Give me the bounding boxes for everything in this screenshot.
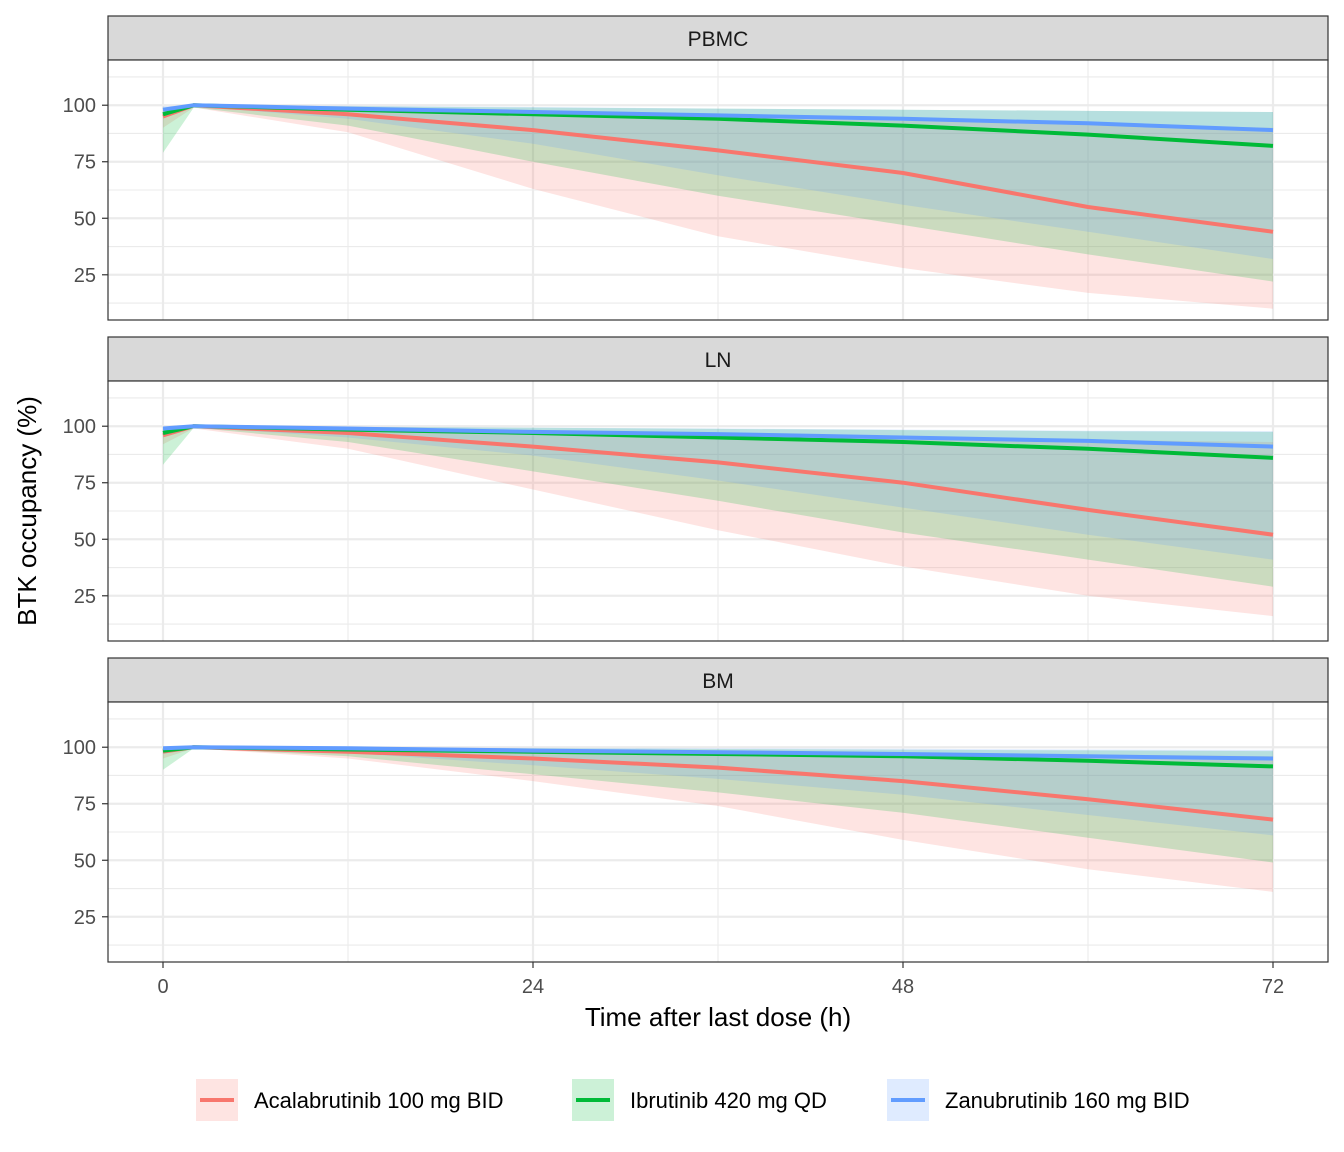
facet-strip-label: LN [705,349,732,372]
y-tick-label: 50 [74,208,96,230]
line-zanubrutinib [162,424,1274,449]
y-tick-label: 75 [74,794,96,816]
legend-item: Ibrutinib 420 mg QD [572,1079,827,1121]
y-tick-label: 100 [63,416,96,438]
x-tick-label: 24 [522,976,544,998]
ribbon-acalabrutinib [163,426,1273,617]
y-tick-label: 25 [74,907,96,929]
panel-ln: LN 25 50 75 100 [63,336,1329,642]
line-zanubrutinib [162,103,1274,133]
ribbon-zanubrutinib [163,747,1273,836]
y-tick-label: 25 [74,586,96,608]
panel-border [107,380,1329,642]
facet-strip [107,15,1329,61]
facet-strip [107,657,1329,703]
panel-border [107,59,1329,321]
ribbon-ibrutinib [163,426,1273,587]
facet-strip-label: PBMC [688,28,749,51]
x-tick-label: 48 [892,976,914,998]
legend-label: Zanubrutinib 160 mg BID [945,1088,1190,1113]
x-tick-label: 0 [157,976,168,998]
facet-strip [107,336,1329,382]
x-axis-label: Time after last dose (h) [585,1002,851,1032]
y-tick-label: 50 [74,850,96,872]
line-zanubrutinib [162,745,1274,761]
ribbon-acalabrutinib [163,747,1273,892]
facet-panels: PBMC 25 50 75 100 LN 25 50 75 100 BM 25 50 75 100 [63,15,1329,963]
legend-item: Acalabrutinib 100 mg BID [196,1079,503,1121]
facet-strip-label: BM [702,670,734,693]
y-axis-label: BTK occupancy (%) [12,396,42,626]
legend-label: Ibrutinib 420 mg QD [630,1088,827,1113]
panel-border [107,701,1329,963]
y-tick-label: 25 [74,265,96,287]
legend-label: Acalabrutinib 100 mg BID [254,1088,503,1113]
y-tick-label: 75 [74,152,96,174]
ribbon-ibrutinib [163,105,1273,282]
x-tick-label: 72 [1262,976,1284,998]
x-axis: 0 24 48 72 [157,962,1284,998]
y-tick-label: 50 [74,529,96,551]
y-tick-label: 100 [63,737,96,759]
panel-pbmc: PBMC 25 50 75 100 [63,15,1329,321]
legend-item: Zanubrutinib 160 mg BID [887,1079,1190,1121]
y-tick-label: 75 [74,473,96,495]
ribbon-acalabrutinib [163,105,1273,309]
legend: Acalabrutinib 100 mg BID Ibrutinib 420 mg… [196,1079,1190,1121]
ribbon-ibrutinib [163,747,1273,863]
ribbon-zanubrutinib [163,426,1273,560]
panel-bm: BM 25 50 75 100 [63,657,1329,963]
ribbon-zanubrutinib [163,105,1273,259]
y-tick-label: 100 [63,95,96,117]
